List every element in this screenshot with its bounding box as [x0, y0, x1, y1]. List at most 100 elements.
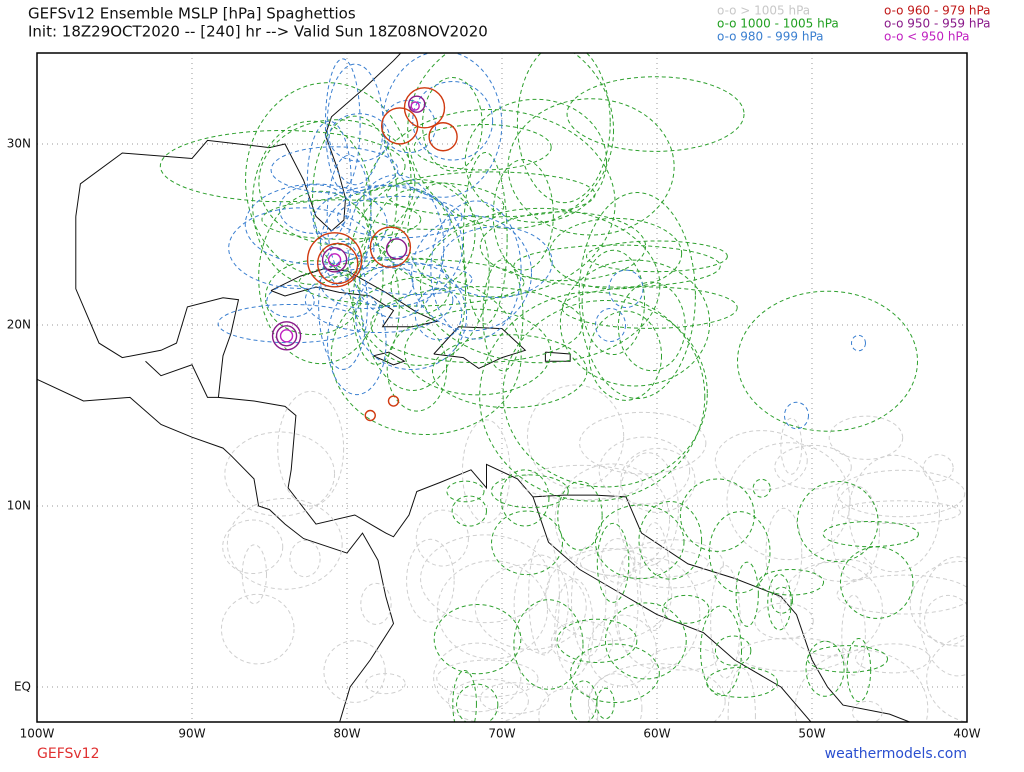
- contour-gray: [579, 411, 707, 475]
- contour-gray: [550, 620, 614, 665]
- contour-gray: [226, 497, 343, 590]
- contour-green: [617, 281, 686, 372]
- contour-gray: [554, 578, 594, 677]
- contour-green: [822, 520, 919, 548]
- contour-gray: [222, 519, 284, 575]
- storm-contour: [317, 242, 359, 285]
- contour-green: [464, 98, 608, 223]
- contour-gray: [774, 444, 852, 490]
- contour-gray: [837, 500, 961, 525]
- contour-green: [767, 573, 792, 631]
- contour-green: [347, 179, 490, 366]
- contour-green: [500, 469, 550, 527]
- contour-gray: [587, 673, 643, 722]
- lon-label: 100W: [20, 727, 55, 741]
- contour-gray: [436, 560, 548, 660]
- contour-green: [355, 182, 505, 230]
- contour-gray: [538, 687, 599, 722]
- storm-contour: [321, 247, 348, 273]
- contour-blue: [312, 185, 451, 259]
- coastline: [532, 496, 812, 722]
- lat-label: 20N: [7, 318, 31, 332]
- storm-contour: [408, 95, 426, 113]
- legend-entry: o-o < 950 hPa: [884, 30, 970, 44]
- coastline: [37, 378, 395, 722]
- contour-green: [638, 501, 703, 580]
- contour-green: [559, 259, 711, 387]
- lon-label: 80W: [333, 727, 360, 741]
- contour-gray: [420, 534, 550, 624]
- contour-blue: [414, 287, 463, 341]
- contour-green: [482, 259, 524, 372]
- coastline: [373, 351, 406, 366]
- lat-label: 30N: [7, 137, 31, 151]
- storm-contour: [385, 238, 408, 260]
- contour-gray: [780, 417, 803, 475]
- contour-green: [479, 291, 706, 502]
- contour-blue: [411, 215, 533, 332]
- contour-gray: [323, 640, 386, 703]
- contour-gray: [479, 682, 550, 715]
- contour-blue: [304, 266, 454, 334]
- contour-green: [708, 511, 771, 594]
- contour-gray: [415, 509, 469, 567]
- contour-blue: [266, 284, 315, 318]
- contour-blue: [318, 240, 368, 370]
- contour-gray: [554, 463, 671, 576]
- coastline: [145, 360, 219, 398]
- lon-label: 40W: [953, 727, 980, 741]
- contour-green: [491, 510, 563, 576]
- contour-green: [807, 645, 889, 673]
- contour-blue: [851, 334, 866, 352]
- contour-green: [490, 474, 569, 509]
- contour-green: [586, 240, 728, 273]
- contour-gray: [622, 539, 724, 589]
- contour-green: [805, 640, 845, 697]
- contour-green: [737, 290, 918, 432]
- contour-gray: [289, 539, 321, 578]
- contour-green: [557, 480, 603, 551]
- contour-green: [159, 130, 406, 203]
- contour-green: [596, 687, 615, 720]
- contour-gray: [620, 447, 696, 513]
- contour-green: [604, 602, 687, 680]
- contour-blue: [412, 81, 494, 161]
- contour-gray: [710, 565, 741, 679]
- contour-gray: [831, 485, 880, 581]
- contour-blue: [306, 120, 352, 240]
- legend-entry: o-o 980 - 999 hPa: [717, 30, 824, 44]
- contour-gray: [726, 442, 851, 561]
- map-area: [37, 53, 967, 722]
- contour-gray: [461, 419, 511, 524]
- contour-green: [578, 192, 696, 399]
- storm-contour: [381, 107, 419, 145]
- contour-green: [705, 666, 778, 698]
- contour-green: [594, 504, 685, 580]
- contour-gray: [614, 558, 701, 670]
- contour-blue: [326, 63, 384, 186]
- contour-green: [479, 211, 647, 282]
- contour-blue: [595, 308, 626, 342]
- lat-label: 10N: [7, 499, 31, 513]
- contour-gray: [241, 544, 267, 605]
- contour-green: [596, 522, 630, 603]
- contour-green: [548, 217, 683, 290]
- contour-blue: [278, 184, 351, 234]
- contour-green: [386, 325, 448, 412]
- contour-blue: [228, 207, 375, 289]
- contour-blue: [217, 303, 365, 344]
- storm-contour: [279, 329, 294, 343]
- contour-green: [840, 546, 914, 619]
- contour-green: [662, 594, 710, 624]
- contour-blue: [784, 401, 809, 430]
- contour-green: [433, 604, 522, 675]
- contour-green: [516, 53, 611, 204]
- contour-gray: [513, 554, 569, 654]
- contour-gray: [714, 430, 808, 491]
- contour-gray: [926, 634, 967, 722]
- contour-blue: [244, 183, 388, 265]
- contour-green: [566, 76, 745, 152]
- contour-green: [581, 249, 646, 356]
- contour-gray: [526, 384, 625, 489]
- contour-green: [422, 77, 483, 172]
